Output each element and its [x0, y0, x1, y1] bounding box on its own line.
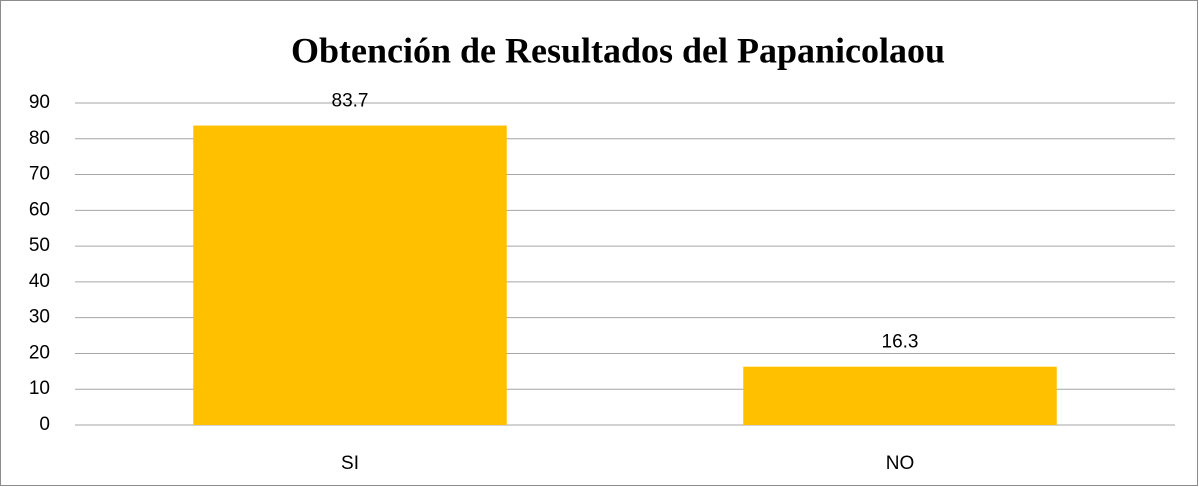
y-tick-label: 60 [29, 199, 50, 220]
y-tick-label: 0 [39, 414, 50, 435]
y-tick-label: 80 [29, 128, 50, 149]
data-label: 16.3 [882, 332, 919, 353]
y-tick-label: 40 [29, 271, 50, 292]
data-label: 83.7 [332, 91, 369, 112]
y-tick-label: 50 [29, 235, 50, 256]
x-tick-label: NO [886, 453, 915, 474]
y-tick-label: 20 [29, 342, 50, 363]
y-tick-label: 70 [29, 164, 50, 185]
y-tick-label: 10 [29, 378, 50, 399]
y-tick-label: 30 [29, 307, 50, 328]
bar [193, 125, 507, 425]
bar [743, 366, 1057, 425]
x-tick-label: SI [341, 453, 359, 474]
chart-title: Obtención de Resultados del Papanicolaou [291, 30, 945, 70]
y-tick-label: 90 [29, 92, 50, 113]
